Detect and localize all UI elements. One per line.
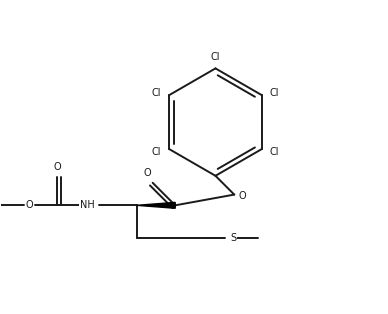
Text: Cl: Cl (211, 52, 220, 62)
Text: O: O (53, 162, 61, 172)
Polygon shape (137, 203, 175, 208)
Text: O: O (25, 200, 33, 210)
Text: Cl: Cl (152, 147, 161, 157)
Text: NH: NH (80, 200, 95, 210)
Text: O: O (144, 169, 151, 178)
Text: Cl: Cl (270, 88, 279, 98)
Text: O: O (239, 191, 246, 201)
Text: Cl: Cl (270, 147, 279, 157)
Text: Cl: Cl (152, 88, 161, 98)
Text: S: S (230, 233, 237, 242)
